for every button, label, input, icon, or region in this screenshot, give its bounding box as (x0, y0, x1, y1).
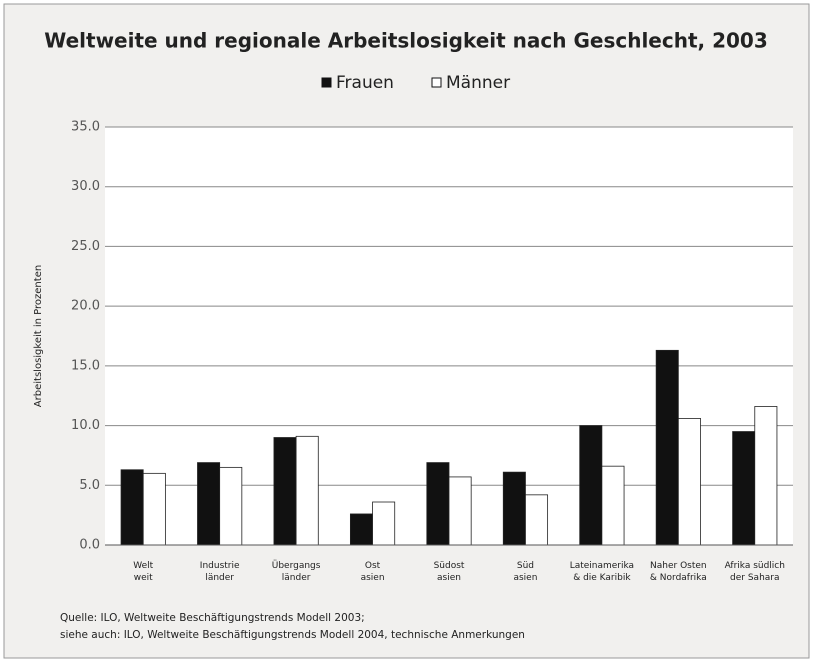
bar (273, 437, 297, 546)
source-note: Quelle: ILO, Weltweite Beschäftigungstre… (60, 612, 365, 624)
x-tick-label: Süd asien (513, 561, 537, 583)
bar (754, 406, 778, 546)
bar (601, 465, 625, 546)
y-tick-label: 30.0 (71, 179, 100, 194)
y-axis-label: Arbeitslosigkeit in Prozenten (33, 265, 44, 407)
bar (579, 425, 603, 546)
bar (525, 494, 549, 546)
x-tick-label: Ost asien (361, 561, 385, 583)
x-tick-label: Lateinamerika & die Karibik (570, 561, 634, 583)
bar (426, 462, 450, 546)
bar (677, 418, 701, 546)
y-tick-label: 15.0 (71, 358, 100, 373)
x-tick-label: Naher Osten & Nordafrika (650, 561, 707, 583)
bar (448, 476, 472, 546)
bar (219, 466, 243, 546)
source-note: siehe auch: ILO, Weltweite Beschäftigung… (60, 629, 525, 641)
bar (372, 501, 396, 546)
x-tick-label: Industrie länder (200, 561, 240, 583)
bar (120, 469, 144, 546)
bar (295, 435, 319, 546)
legend-label: Männer (446, 73, 510, 93)
y-tick-label: 20.0 (71, 299, 100, 314)
y-tick-label: 25.0 (71, 239, 100, 254)
x-tick-label: Afrika südlich der Sahara (725, 561, 785, 583)
bar (197, 462, 221, 546)
y-tick-label: 5.0 (79, 478, 100, 493)
bar (732, 431, 756, 546)
bar (502, 471, 526, 546)
x-tick-label: Südost asien (434, 561, 465, 583)
bar (142, 472, 166, 546)
legend-swatch (431, 77, 442, 88)
y-tick-label: 10.0 (71, 418, 100, 433)
legend-swatch (321, 77, 332, 88)
x-tick-label: Welt weit (133, 561, 153, 583)
y-tick-label: 0.0 (79, 538, 100, 553)
bar (349, 513, 373, 546)
x-tick-label: Übergangs länder (272, 560, 321, 583)
y-tick-label: 35.0 (71, 120, 100, 135)
chart-title: Weltweite und regionale Arbeitslosigkeit… (44, 29, 768, 53)
legend-label: Frauen (336, 73, 394, 93)
bar (655, 349, 679, 546)
